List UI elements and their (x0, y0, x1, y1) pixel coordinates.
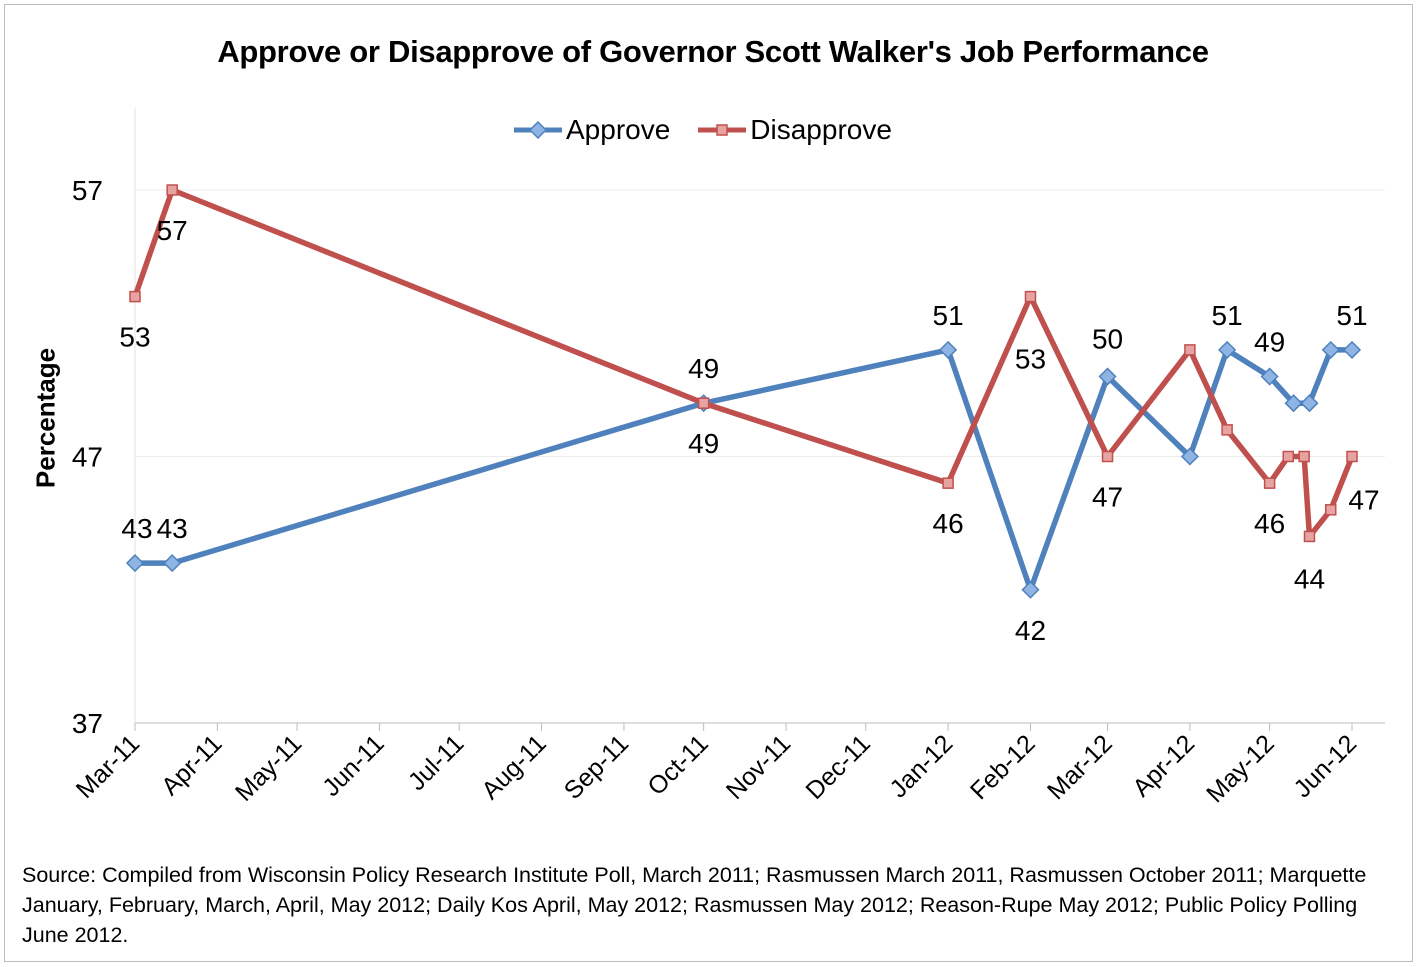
data-label-approve: 49 (1254, 327, 1285, 358)
data-label-approve: 49 (688, 353, 719, 384)
x-tick-label: Jan-12 (884, 729, 958, 803)
x-tick-label: Apr-11 (156, 729, 228, 801)
legend-swatch-approve (514, 120, 562, 140)
x-tick-label: Mar-12 (1042, 729, 1118, 805)
data-label-disapprove: 57 (157, 215, 188, 246)
data-label-approve: 43 (121, 513, 152, 544)
data-point-disapprove (1303, 530, 1316, 543)
data-point-disapprove (1184, 344, 1196, 356)
y-tick-label: 57 (72, 175, 103, 206)
data-point-disapprove (1101, 450, 1114, 463)
x-tick-label: Mar-11 (71, 729, 145, 803)
series-line-approve (132, 347, 1355, 593)
x-tick-label: Sep-11 (559, 729, 634, 804)
x-tick-label: Apr-12 (1127, 729, 1200, 802)
data-label-disapprove: 53 (119, 322, 150, 353)
y-tick-label: 37 (72, 708, 103, 739)
data-label-approve: 50 (1092, 324, 1123, 355)
data-point-disapprove (129, 290, 141, 303)
data-point-disapprove (1324, 504, 1337, 516)
data-point-approve (1321, 340, 1340, 359)
data-label-approve: 51 (1212, 300, 1243, 331)
data-point-disapprove (697, 397, 710, 409)
x-tick-label: Feb-12 (965, 729, 1041, 805)
x-tick-label: May-11 (230, 729, 307, 806)
data-point-disapprove (1282, 450, 1294, 463)
x-tick-label: Nov-11 (721, 729, 796, 804)
data-point-disapprove (1346, 450, 1358, 463)
data-label-disapprove: 47 (1348, 485, 1379, 516)
data-label-disapprove: 44 (1294, 563, 1325, 594)
data-point-disapprove (166, 184, 178, 196)
data-label-disapprove: 53 (1015, 344, 1046, 375)
source-note: Source: Compiled from Wisconsin Policy R… (22, 863, 1367, 947)
x-tick-label: May-12 (1201, 729, 1280, 808)
legend-item-disapprove: Disapprove (698, 114, 892, 146)
data-label-approve: 42 (1015, 615, 1046, 646)
data-label-approve: 51 (933, 300, 964, 331)
x-tick-label: Jul-11 (403, 729, 470, 796)
data-point-disapprove (942, 477, 954, 489)
chart-title: Approve or Disapprove of Governor Scott … (217, 34, 1209, 69)
x-tick-label: Jun-11 (317, 729, 390, 802)
data-label-approve: 43 (157, 513, 188, 544)
data-point-approve (125, 554, 145, 573)
x-tick-label: Oct-11 (642, 729, 714, 801)
data-point-approve (1284, 394, 1303, 413)
data-point-approve (163, 554, 182, 573)
data-point-disapprove (1263, 477, 1276, 489)
data-point-approve (1180, 447, 1199, 466)
legend-item-approve: Approve (514, 114, 670, 146)
data-label-disapprove: 46 (1254, 508, 1285, 539)
data-point-approve (1260, 367, 1279, 386)
chart-legend: Approve Disapprove (514, 110, 920, 150)
series-line-disapprove (132, 187, 1355, 540)
data-point-approve (1218, 340, 1237, 359)
data-point-disapprove (1298, 450, 1310, 463)
data-point-disapprove (1024, 290, 1037, 303)
data-point-approve (1342, 340, 1362, 359)
legend-swatch-disapprove (698, 124, 747, 136)
y-tick-label: 47 (72, 442, 103, 473)
data-point-approve (1021, 580, 1040, 599)
data-point-approve (939, 340, 958, 359)
legend-label-approve: Approve (566, 114, 671, 145)
data-label-approve: 51 (1336, 300, 1367, 331)
data-point-approve (1098, 367, 1117, 386)
data-point-disapprove (1221, 424, 1233, 436)
x-tick-label: Dec-11 (800, 729, 875, 804)
data-label-disapprove: 47 (1092, 482, 1123, 513)
data-point-approve (1300, 394, 1319, 413)
x-tick-label: Jun-12 (1288, 729, 1362, 803)
legend-label-disapprove: Disapprove (750, 114, 892, 145)
data-label-disapprove: 49 (688, 428, 719, 459)
x-tick-label: Aug-11 (476, 729, 551, 804)
data-label-disapprove: 46 (933, 508, 964, 539)
chart-frame (4, 4, 1413, 962)
